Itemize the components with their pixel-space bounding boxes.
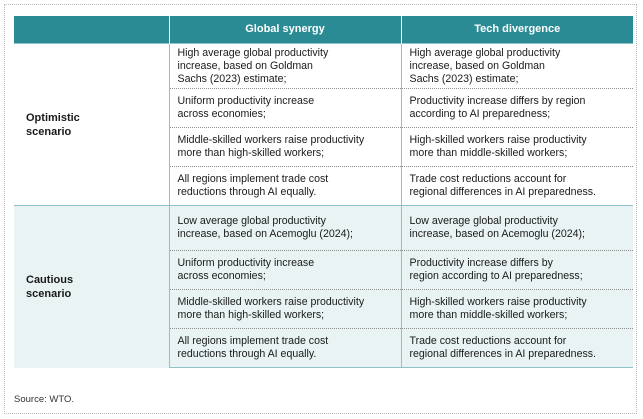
table-row: Cautious scenario Low average global pro…	[14, 205, 633, 368]
table-cell: Low average global productivity increase…	[400, 205, 633, 251]
table-cell: High average global productivity increas…	[400, 43, 633, 89]
table-cell: Middle-skilled workers raise productivit…	[168, 289, 401, 329]
header-tech-divergence: Tech divergence	[401, 16, 633, 44]
table-cell: Middle-skilled workers raise productivit…	[168, 127, 401, 167]
scenario-table: Global synergy Tech divergence Optimisti…	[14, 16, 633, 368]
table-cell: High-skilled workers raise productivity …	[400, 127, 633, 167]
table-row: Middle-skilled workers raise productivit…	[14, 127, 633, 167]
table-cell: High-skilled workers raise productivity …	[400, 289, 633, 329]
group-label-cautious: Cautious scenario	[14, 205, 169, 368]
table-cell: All regions implement trade cost reducti…	[168, 166, 401, 206]
table-row: All regions implement trade cost reducti…	[14, 166, 633, 206]
header-corner	[14, 16, 170, 44]
table-cell: Productivity increase differs by region …	[400, 88, 633, 128]
figure-frame	[4, 4, 637, 414]
group-label-optimistic: Optimistic scenario	[14, 43, 169, 206]
table-cell: Trade cost reductions account for region…	[400, 328, 633, 368]
table-cell: Trade cost reductions account for region…	[400, 166, 633, 206]
table-row: Middle-skilled workers raise productivit…	[14, 289, 633, 329]
table-cell: Uniform productivity increase across eco…	[168, 250, 401, 290]
table-row: Optimistic scenario High average global …	[14, 43, 633, 206]
table-cell: High average global productivity increas…	[168, 43, 401, 89]
table-header-row: Global synergy Tech divergence	[14, 16, 633, 44]
header-global-synergy: Global synergy	[169, 16, 402, 44]
table-cell: All regions implement trade cost reducti…	[168, 328, 401, 368]
source-note: Source: WTO.	[14, 394, 75, 405]
table-cell: Uniform productivity increase across eco…	[168, 88, 401, 128]
table-cell: Low average global productivity increase…	[168, 205, 401, 251]
table-cell: Productivity increase differs by region …	[400, 250, 633, 290]
table-row: Uniform productivity increase across eco…	[14, 88, 633, 128]
